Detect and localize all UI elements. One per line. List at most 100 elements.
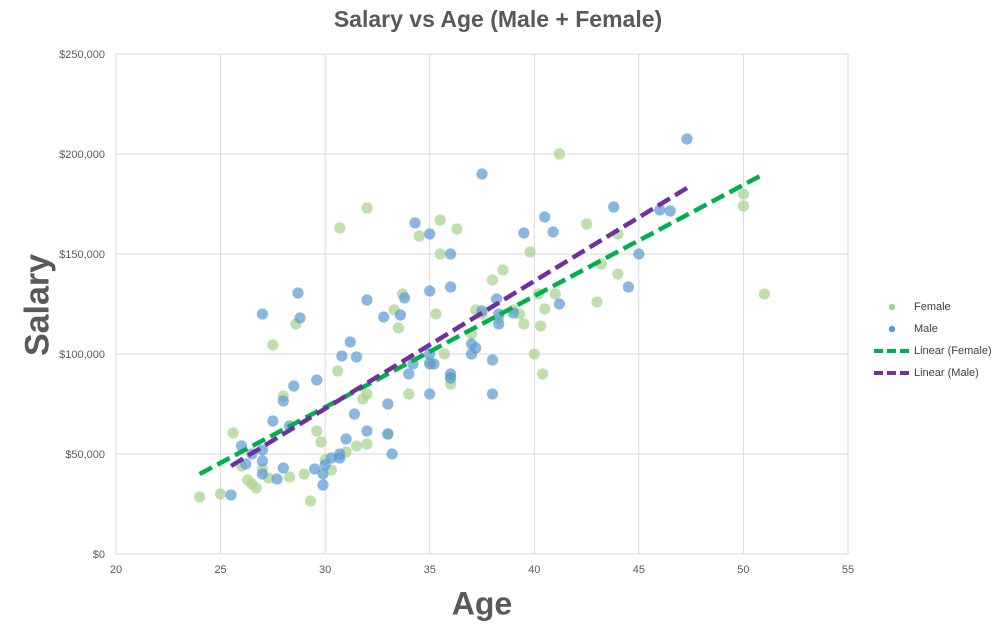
x-tick-label: 55 <box>842 564 854 576</box>
point-female <box>403 388 415 400</box>
point-male <box>317 479 329 491</box>
data-points <box>194 133 770 507</box>
legend-item-linear-female: Linear (Female) <box>872 340 992 362</box>
point-female <box>361 388 373 400</box>
x-tick-label: 45 <box>633 564 645 576</box>
point-male <box>547 226 559 238</box>
point-female <box>497 264 509 276</box>
legend-item-linear-male: Linear (Male) <box>872 362 992 384</box>
point-male <box>256 455 268 467</box>
point-male <box>348 408 361 420</box>
point-male <box>361 294 373 306</box>
point-female <box>283 471 296 483</box>
point-male <box>399 292 411 304</box>
point-female <box>304 495 317 507</box>
legend-label-female: Female <box>914 301 951 313</box>
legend-item-female: Female <box>872 296 992 318</box>
point-female <box>361 202 373 214</box>
point-male <box>470 342 482 354</box>
point-male <box>486 354 499 366</box>
point-female <box>737 200 750 212</box>
point-male <box>518 227 530 239</box>
legend: Female Male Linear (Female) Linear (Male… <box>872 296 992 384</box>
point-female <box>612 268 624 280</box>
x-tick-label: 30 <box>319 564 331 576</box>
point-male <box>403 368 415 380</box>
point-male <box>334 452 346 464</box>
point-male <box>292 287 304 299</box>
point-male <box>256 308 268 320</box>
point-male <box>445 281 457 293</box>
trendlines <box>198 174 762 476</box>
point-male <box>271 473 283 485</box>
trendline-female <box>198 174 762 476</box>
x-tick-label: 40 <box>528 564 540 576</box>
point-male <box>424 285 436 297</box>
point-female <box>438 348 450 360</box>
point-female <box>413 230 425 242</box>
point-male <box>382 398 394 410</box>
point-female <box>534 320 547 332</box>
point-female <box>434 248 446 260</box>
point-female <box>524 246 536 258</box>
point-female <box>311 425 323 437</box>
tick-labels: 20 25 30 35 40 45 50 55 $0 $50,000 $100,000 $150,00… <box>59 49 854 576</box>
y-tick-label: $50,000 <box>65 449 105 461</box>
point-male <box>424 388 436 400</box>
point-male <box>225 489 237 501</box>
point-male <box>382 428 394 440</box>
point-female <box>434 214 446 226</box>
x-tick-label: 20 <box>110 564 122 576</box>
point-male <box>317 468 329 480</box>
point-female <box>580 218 593 230</box>
point-male <box>350 351 363 363</box>
point-female <box>315 436 327 448</box>
point-female <box>392 322 404 334</box>
point-female <box>539 303 551 315</box>
point-male <box>325 452 338 464</box>
point-male <box>681 133 693 145</box>
point-female <box>250 482 262 494</box>
point-male <box>256 468 268 480</box>
point-male <box>267 415 279 427</box>
point-female <box>334 222 346 234</box>
point-female <box>553 148 565 160</box>
point-female <box>361 438 373 450</box>
gridlines <box>115 53 849 555</box>
point-male <box>664 205 676 217</box>
point-male <box>476 168 488 180</box>
point-male <box>336 350 348 362</box>
y-tick-label: $0 <box>93 549 105 561</box>
point-male <box>340 433 352 445</box>
point-male <box>277 395 289 407</box>
point-male <box>409 217 421 229</box>
point-male <box>654 204 666 216</box>
y-tick-label: $250,000 <box>59 49 105 61</box>
point-male <box>294 312 306 324</box>
point-male <box>445 372 457 384</box>
point-male <box>424 228 436 240</box>
legend-label-linear-female: Linear (Female) <box>914 345 992 357</box>
legend-label-male: Male <box>914 323 938 335</box>
point-male <box>311 374 323 386</box>
point-male <box>486 388 499 400</box>
point-male <box>288 380 300 392</box>
point-female <box>298 468 310 480</box>
point-male <box>361 425 373 437</box>
point-male <box>428 358 440 370</box>
point-female <box>486 274 499 286</box>
x-tick-label: 25 <box>214 564 226 576</box>
point-male <box>309 463 321 475</box>
legend-item-male: Male <box>872 318 992 340</box>
point-male <box>491 293 503 305</box>
point-male <box>633 248 645 260</box>
point-male <box>378 311 390 323</box>
legend-marker-female <box>888 303 896 311</box>
point-female <box>537 368 549 380</box>
x-tick-label: 35 <box>424 564 436 576</box>
x-axis-title: Age <box>451 585 513 622</box>
point-male <box>493 318 505 330</box>
point-female <box>350 440 363 452</box>
point-female <box>528 348 540 360</box>
